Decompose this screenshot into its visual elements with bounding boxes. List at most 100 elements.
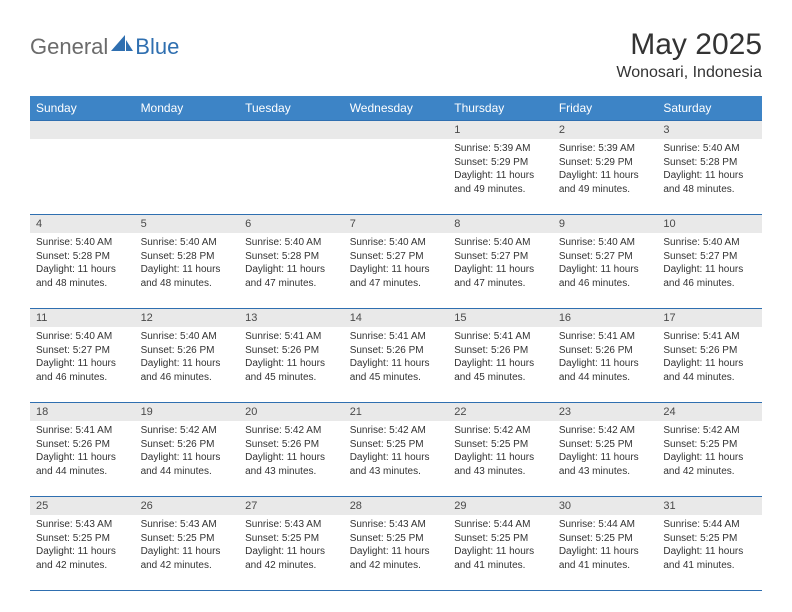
day-cell: 4Sunrise: 5:40 AMSunset: 5:28 PMDaylight…: [30, 215, 135, 309]
day-number: 23: [553, 403, 658, 421]
brand-general: General: [30, 34, 108, 60]
day-number: 22: [448, 403, 553, 421]
day-number: 24: [657, 403, 762, 421]
day-number: [135, 121, 240, 139]
day-number: 27: [239, 497, 344, 515]
day-details: Sunrise: 5:42 AMSunset: 5:25 PMDaylight:…: [553, 421, 658, 481]
day-details: Sunrise: 5:42 AMSunset: 5:25 PMDaylight:…: [344, 421, 449, 481]
day-number: [30, 121, 135, 139]
day-cell: 17Sunrise: 5:41 AMSunset: 5:26 PMDayligh…: [657, 309, 762, 403]
day-details: Sunrise: 5:40 AMSunset: 5:28 PMDaylight:…: [30, 233, 135, 293]
day-number: 19: [135, 403, 240, 421]
day-number: 28: [344, 497, 449, 515]
day-number: 29: [448, 497, 553, 515]
brand-logo: General Blue: [30, 28, 179, 60]
day-details: Sunrise: 5:40 AMSunset: 5:28 PMDaylight:…: [135, 233, 240, 293]
day-cell: 12Sunrise: 5:40 AMSunset: 5:26 PMDayligh…: [135, 309, 240, 403]
calendar-page: General Blue May 2025 Wonosari, Indonesi…: [0, 0, 792, 591]
day-details: Sunrise: 5:41 AMSunset: 5:26 PMDaylight:…: [553, 327, 658, 387]
day-number: 3: [657, 121, 762, 139]
day-header: Wednesday: [344, 96, 449, 121]
day-details: Sunrise: 5:43 AMSunset: 5:25 PMDaylight:…: [135, 515, 240, 575]
day-details: Sunrise: 5:42 AMSunset: 5:25 PMDaylight:…: [448, 421, 553, 481]
day-number: 25: [30, 497, 135, 515]
day-number: 16: [553, 309, 658, 327]
location-label: Wonosari, Indonesia: [616, 64, 762, 82]
day-number: [344, 121, 449, 139]
day-header: Tuesday: [239, 96, 344, 121]
day-cell: 11Sunrise: 5:40 AMSunset: 5:27 PMDayligh…: [30, 309, 135, 403]
day-number: 6: [239, 215, 344, 233]
page-title: May 2025: [616, 28, 762, 62]
calendar-row: 4Sunrise: 5:40 AMSunset: 5:28 PMDaylight…: [30, 215, 762, 309]
day-cell: 16Sunrise: 5:41 AMSunset: 5:26 PMDayligh…: [553, 309, 658, 403]
day-cell: 8Sunrise: 5:40 AMSunset: 5:27 PMDaylight…: [448, 215, 553, 309]
day-number: 5: [135, 215, 240, 233]
day-cell: 14Sunrise: 5:41 AMSunset: 5:26 PMDayligh…: [344, 309, 449, 403]
day-header: Saturday: [657, 96, 762, 121]
day-number: 9: [553, 215, 658, 233]
day-number: 31: [657, 497, 762, 515]
day-details: Sunrise: 5:40 AMSunset: 5:27 PMDaylight:…: [344, 233, 449, 293]
day-number: [239, 121, 344, 139]
day-details: Sunrise: 5:40 AMSunset: 5:27 PMDaylight:…: [30, 327, 135, 387]
day-number: 21: [344, 403, 449, 421]
title-block: May 2025 Wonosari, Indonesia: [616, 28, 762, 82]
day-number: 15: [448, 309, 553, 327]
day-cell: 1Sunrise: 5:39 AMSunset: 5:29 PMDaylight…: [448, 121, 553, 215]
day-details: Sunrise: 5:41 AMSunset: 5:26 PMDaylight:…: [448, 327, 553, 387]
day-details: Sunrise: 5:42 AMSunset: 5:25 PMDaylight:…: [657, 421, 762, 481]
day-cell: 31Sunrise: 5:44 AMSunset: 5:25 PMDayligh…: [657, 497, 762, 591]
day-cell: 9Sunrise: 5:40 AMSunset: 5:27 PMDaylight…: [553, 215, 658, 309]
empty-cell: [30, 121, 135, 215]
day-cell: 15Sunrise: 5:41 AMSunset: 5:26 PMDayligh…: [448, 309, 553, 403]
day-cell: 29Sunrise: 5:44 AMSunset: 5:25 PMDayligh…: [448, 497, 553, 591]
sail-icon: [111, 35, 133, 51]
day-details: Sunrise: 5:41 AMSunset: 5:26 PMDaylight:…: [344, 327, 449, 387]
day-number: 1: [448, 121, 553, 139]
brand-blue: Blue: [135, 34, 179, 60]
day-details: Sunrise: 5:41 AMSunset: 5:26 PMDaylight:…: [30, 421, 135, 481]
day-number: 8: [448, 215, 553, 233]
calendar-row: 18Sunrise: 5:41 AMSunset: 5:26 PMDayligh…: [30, 403, 762, 497]
day-number: 11: [30, 309, 135, 327]
day-details: Sunrise: 5:40 AMSunset: 5:26 PMDaylight:…: [135, 327, 240, 387]
calendar-body: 1Sunrise: 5:39 AMSunset: 5:29 PMDaylight…: [30, 121, 762, 591]
day-details: Sunrise: 5:43 AMSunset: 5:25 PMDaylight:…: [344, 515, 449, 575]
day-cell: 23Sunrise: 5:42 AMSunset: 5:25 PMDayligh…: [553, 403, 658, 497]
day-cell: 5Sunrise: 5:40 AMSunset: 5:28 PMDaylight…: [135, 215, 240, 309]
day-details: Sunrise: 5:44 AMSunset: 5:25 PMDaylight:…: [553, 515, 658, 575]
day-number: 14: [344, 309, 449, 327]
day-number: 13: [239, 309, 344, 327]
empty-cell: [344, 121, 449, 215]
day-header: Monday: [135, 96, 240, 121]
day-details: Sunrise: 5:39 AMSunset: 5:29 PMDaylight:…: [448, 139, 553, 199]
day-details: Sunrise: 5:43 AMSunset: 5:25 PMDaylight:…: [239, 515, 344, 575]
day-cell: 20Sunrise: 5:42 AMSunset: 5:26 PMDayligh…: [239, 403, 344, 497]
day-cell: 27Sunrise: 5:43 AMSunset: 5:25 PMDayligh…: [239, 497, 344, 591]
day-header: Friday: [553, 96, 658, 121]
header-row: General Blue May 2025 Wonosari, Indonesi…: [30, 28, 762, 82]
day-details: Sunrise: 5:42 AMSunset: 5:26 PMDaylight:…: [239, 421, 344, 481]
day-cell: 6Sunrise: 5:40 AMSunset: 5:28 PMDaylight…: [239, 215, 344, 309]
day-details: Sunrise: 5:39 AMSunset: 5:29 PMDaylight:…: [553, 139, 658, 199]
day-cell: 21Sunrise: 5:42 AMSunset: 5:25 PMDayligh…: [344, 403, 449, 497]
day-cell: 26Sunrise: 5:43 AMSunset: 5:25 PMDayligh…: [135, 497, 240, 591]
day-details: Sunrise: 5:40 AMSunset: 5:27 PMDaylight:…: [553, 233, 658, 293]
day-details: Sunrise: 5:40 AMSunset: 5:28 PMDaylight:…: [239, 233, 344, 293]
day-cell: 7Sunrise: 5:40 AMSunset: 5:27 PMDaylight…: [344, 215, 449, 309]
day-number: 26: [135, 497, 240, 515]
day-cell: 25Sunrise: 5:43 AMSunset: 5:25 PMDayligh…: [30, 497, 135, 591]
day-cell: 10Sunrise: 5:40 AMSunset: 5:27 PMDayligh…: [657, 215, 762, 309]
day-number: 7: [344, 215, 449, 233]
day-details: Sunrise: 5:40 AMSunset: 5:28 PMDaylight:…: [657, 139, 762, 199]
day-number: 30: [553, 497, 658, 515]
empty-cell: [239, 121, 344, 215]
day-cell: 3Sunrise: 5:40 AMSunset: 5:28 PMDaylight…: [657, 121, 762, 215]
day-number: 12: [135, 309, 240, 327]
day-number: 4: [30, 215, 135, 233]
day-cell: 19Sunrise: 5:42 AMSunset: 5:26 PMDayligh…: [135, 403, 240, 497]
day-details: Sunrise: 5:42 AMSunset: 5:26 PMDaylight:…: [135, 421, 240, 481]
day-header-row: SundayMondayTuesdayWednesdayThursdayFrid…: [30, 96, 762, 121]
day-details: Sunrise: 5:44 AMSunset: 5:25 PMDaylight:…: [448, 515, 553, 575]
